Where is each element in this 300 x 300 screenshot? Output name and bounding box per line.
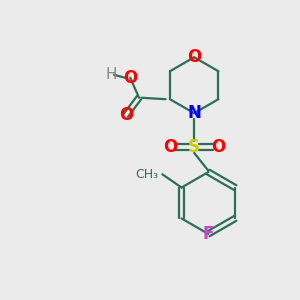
Text: H: H <box>105 67 117 82</box>
Text: O: O <box>163 138 177 156</box>
Text: S: S <box>188 138 200 156</box>
Text: O: O <box>211 138 225 156</box>
Text: O: O <box>119 106 133 124</box>
Text: F: F <box>202 225 214 243</box>
Text: CH₃: CH₃ <box>135 168 158 181</box>
Text: O: O <box>187 48 201 66</box>
Text: N: N <box>187 104 201 122</box>
Text: O: O <box>123 69 137 87</box>
